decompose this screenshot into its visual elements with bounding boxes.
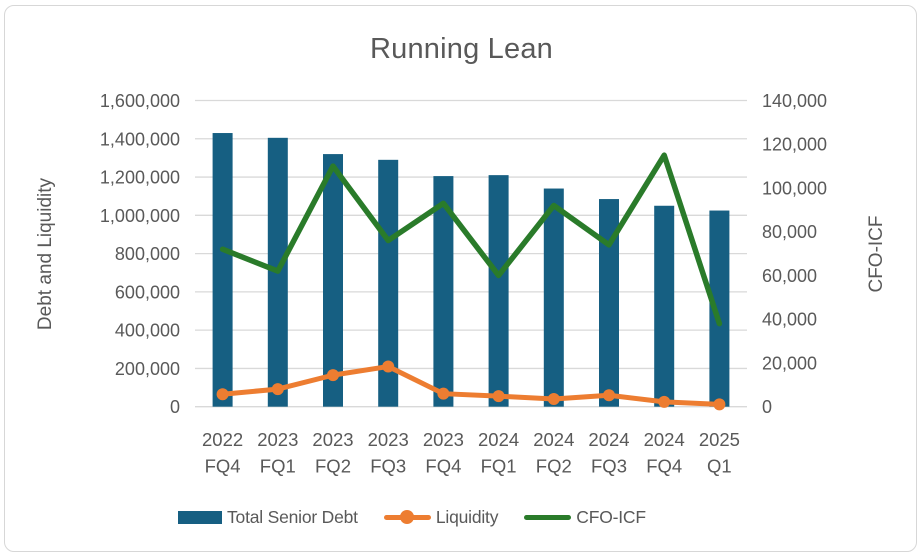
data-point-marker (658, 395, 671, 408)
svg-text:20,000: 20,000 (762, 353, 817, 373)
series-liquidity (216, 360, 726, 411)
data-point-marker (603, 389, 615, 402)
data-point-marker (382, 360, 395, 373)
bar (599, 199, 619, 407)
svg-text:600,000: 600,000 (115, 282, 180, 302)
bar (433, 176, 454, 407)
svg-text:1,200,000: 1,200,000 (100, 168, 180, 188)
bar (654, 205, 675, 407)
data-point-marker (437, 387, 450, 400)
legend-item-liquidity: Liquidity (383, 506, 499, 528)
data-point-marker (327, 369, 339, 382)
marker-dot-icon (399, 510, 414, 524)
category-axis-labels: 2022 FQ4 2023 FQ1 2023 FQ2 2023 FQ3 2023 FQ4 2024 F… (202, 429, 740, 477)
bar (323, 154, 343, 407)
svg-text:0: 0 (170, 397, 180, 417)
right-axis-tick-labels: 0 20,000 40,000 60,000 80,000 100,000 120,000 1… (762, 91, 827, 417)
bar (378, 159, 399, 407)
svg-text:1,400,000: 1,400,000 (100, 129, 180, 149)
data-point-marker (216, 388, 229, 401)
legend-label-liquidity: Liquidity (435, 506, 499, 527)
chart-title: Running Lean (370, 33, 553, 65)
svg-text:140,000: 140,000 (762, 91, 827, 111)
chart-card (4, 5, 917, 552)
data-point-marker (492, 390, 505, 403)
svg-text:40,000: 40,000 (762, 310, 817, 330)
line-swatch-icon (524, 514, 572, 520)
svg-text:200,000: 200,000 (115, 359, 180, 379)
svg-text:80,000: 80,000 (762, 222, 817, 242)
svg-text:60,000: 60,000 (762, 266, 817, 286)
svg-text:120,000: 120,000 (762, 135, 827, 155)
legend-label-total-senior-debt: Total Senior Debt (227, 506, 358, 527)
bar (488, 175, 509, 407)
left-axis-title: Debt and Liquidity (35, 177, 56, 331)
svg-text:0: 0 (762, 397, 772, 417)
bar (212, 133, 233, 407)
svg-text:1,000,000: 1,000,000 (100, 206, 180, 226)
svg-text:400,000: 400,000 (115, 321, 180, 341)
legend: Total Senior Debt Liquidity CFO-ICF (178, 504, 646, 530)
left-axis-tick-labels: 0 200,000 400,000 600,000 800,000 1,000,000 1,… (100, 91, 180, 417)
data-point-marker (713, 398, 726, 411)
series-cfo-icf (219, 152, 723, 327)
svg-text:100,000: 100,000 (762, 178, 827, 198)
svg-text:1,600,000: 1,600,000 (100, 91, 180, 111)
bar (543, 188, 564, 407)
legend-item-cfo-icf: CFO-ICF (524, 507, 646, 528)
line-marker-swatch-icon (383, 510, 431, 524)
bar (709, 210, 730, 407)
bar-swatch-icon (178, 510, 222, 524)
data-point-marker (547, 393, 560, 406)
series-total-senior-debt (212, 133, 730, 407)
data-point-marker (271, 383, 284, 396)
right-axis-title: CFO-ICF (866, 215, 887, 293)
svg-text:800,000: 800,000 (115, 244, 180, 264)
legend-label-cfo-icf: CFO-ICF (576, 506, 646, 527)
legend-item-total-senior-debt: Total Senior Debt (178, 507, 358, 528)
